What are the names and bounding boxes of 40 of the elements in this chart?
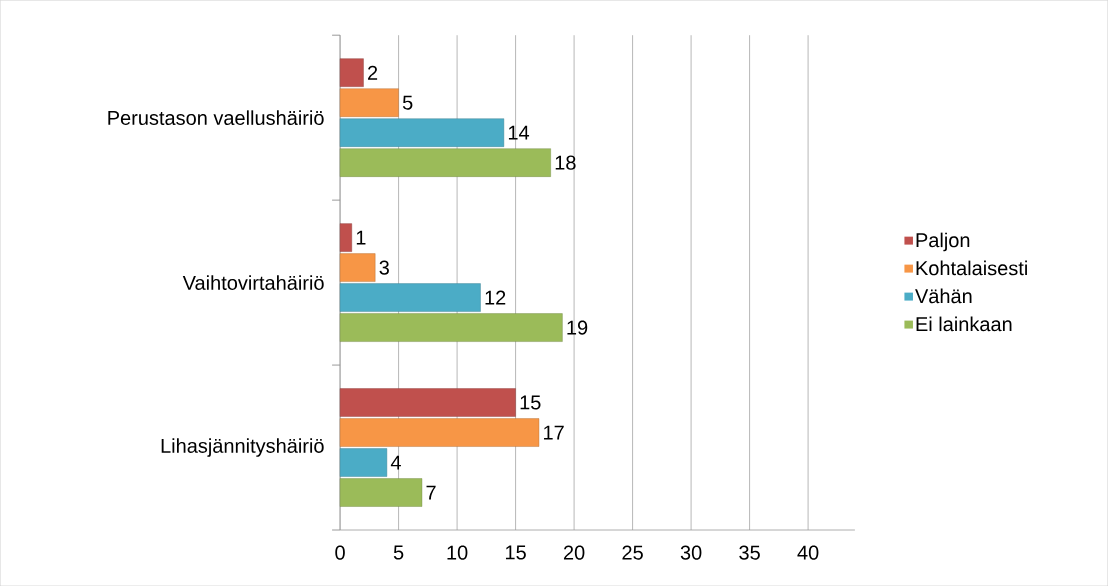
bar [339, 223, 352, 252]
y-tick-label: Lihasjännityshäiriö [161, 438, 324, 457]
x-tick-label: 15 [505, 545, 526, 560]
data-label: 3 [379, 260, 389, 275]
legend-label: Kohtalaisesti [916, 260, 1027, 276]
y-tick-label: Vaihtovirtahäiriö [182, 275, 324, 290]
x-tick-label: 40 [797, 545, 819, 560]
x-tick-label: 35 [739, 545, 760, 560]
bar [339, 448, 388, 477]
data-label: 4 [390, 455, 401, 470]
bar [339, 283, 481, 312]
x-tick-label: 5 [393, 545, 404, 560]
bar [339, 58, 364, 87]
legend-label: Ei lainkaan [916, 316, 1012, 332]
data-label: 2 [368, 65, 378, 80]
legend-label: Vähän [915, 288, 972, 304]
data-label: 12 [485, 290, 506, 305]
x-tick-label: 25 [622, 545, 643, 560]
legend-label: Paljon [916, 232, 970, 252]
data-label: 1 [356, 230, 366, 245]
bar [339, 88, 399, 117]
data-label: 18 [555, 155, 576, 170]
bar [339, 388, 516, 417]
x-tick-label: 20 [563, 545, 585, 560]
data-label: 14 [508, 125, 530, 140]
bar [339, 418, 540, 447]
data-label: 19 [567, 320, 588, 335]
x-tick-label: 0 [335, 545, 345, 560]
bar [339, 313, 563, 342]
bar [339, 118, 505, 147]
y-tick-label: Perustason vaellushäiriö [108, 110, 324, 125]
data-label: 17 [544, 425, 564, 440]
data-label: 15 [520, 395, 541, 410]
x-tick-label: 10 [447, 545, 468, 560]
data-label: 5 [402, 95, 413, 110]
bar [339, 148, 551, 177]
x-tick-label: 30 [680, 545, 702, 560]
bar [339, 478, 423, 507]
data-label: 7 [426, 485, 436, 500]
bar [339, 253, 376, 282]
